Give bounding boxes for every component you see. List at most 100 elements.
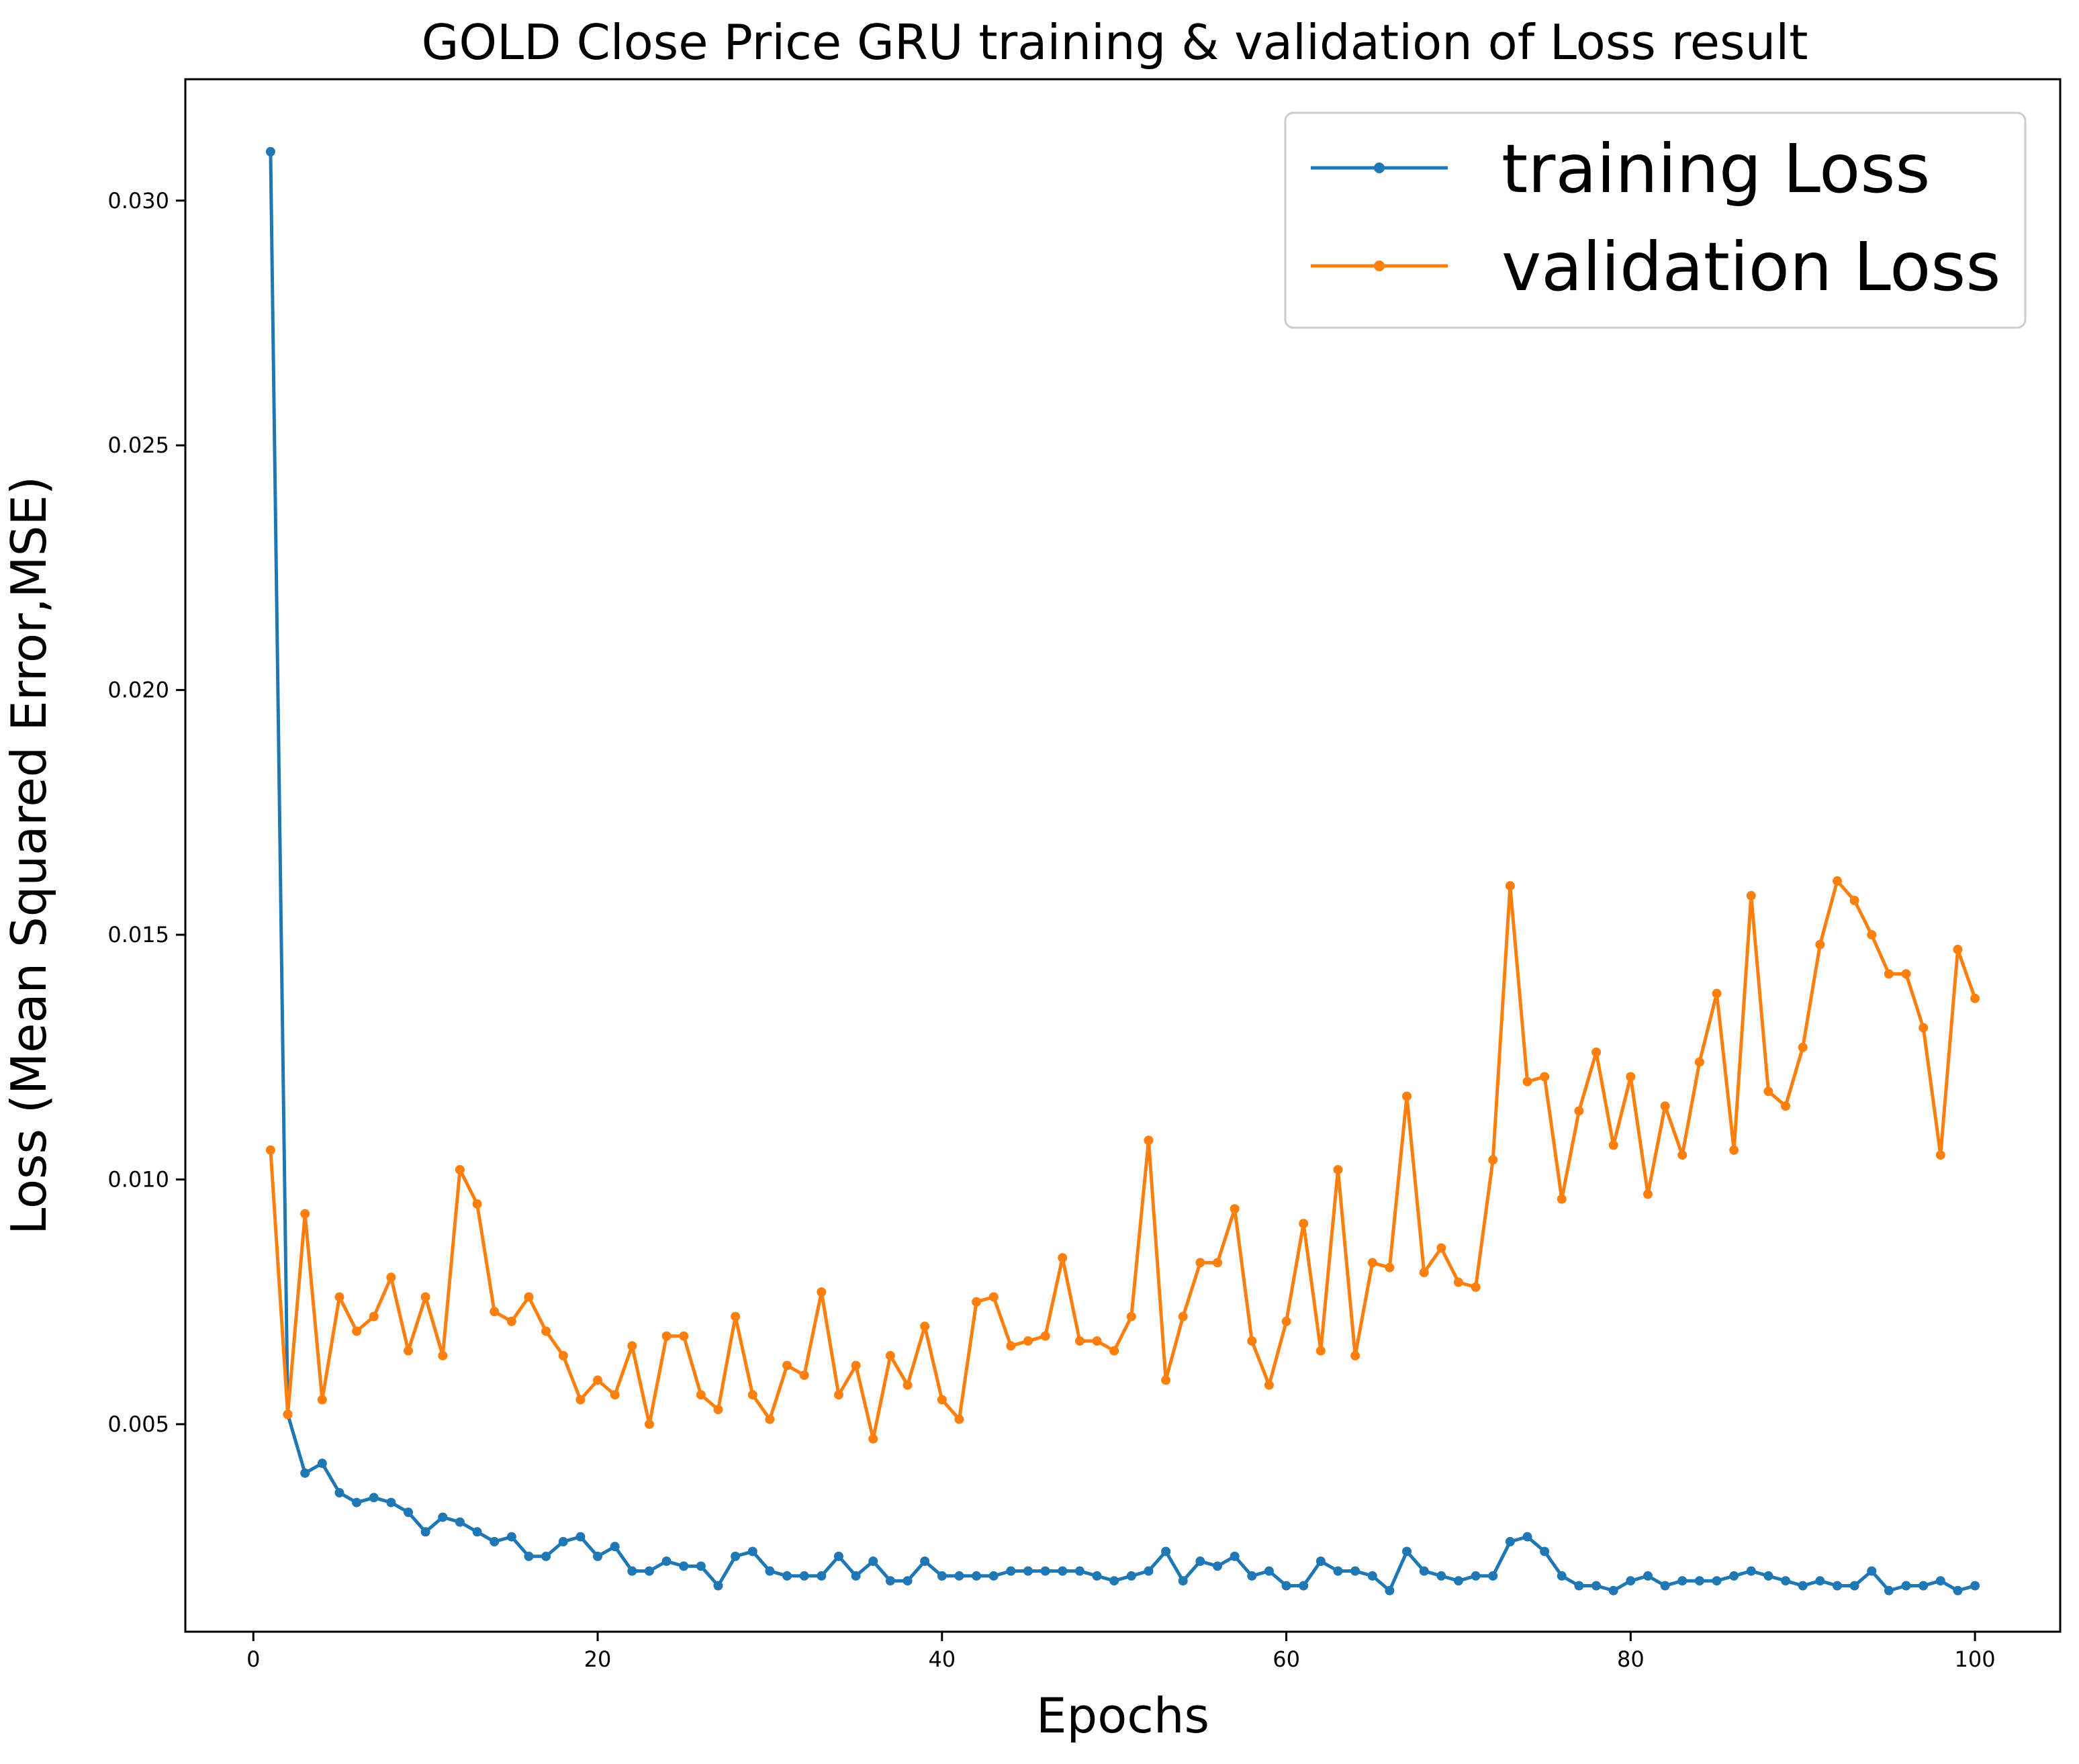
data-point: [524, 1551, 534, 1561]
data-point: [833, 1390, 843, 1400]
data-point: [817, 1287, 827, 1297]
data-point: [541, 1551, 551, 1561]
data-point: [937, 1395, 947, 1405]
data-point: [1178, 1311, 1188, 1321]
data-point: [558, 1350, 568, 1360]
data-point: [593, 1375, 603, 1385]
data-point: [1040, 1331, 1050, 1341]
data-point: [920, 1321, 930, 1332]
data-point: [1471, 1571, 1481, 1581]
y-tick-label: 0.020: [107, 678, 169, 703]
data-point: [455, 1517, 465, 1527]
data-point: [1402, 1091, 1412, 1101]
data-point: [1453, 1576, 1463, 1586]
data-point: [661, 1557, 672, 1567]
data-point: [1953, 1585, 1963, 1595]
data-point: [610, 1390, 620, 1400]
data-point: [937, 1571, 947, 1581]
data-point: [1970, 993, 1980, 1003]
data-point: [334, 1488, 344, 1497]
data-point: [1953, 944, 1963, 954]
data-point: [283, 1409, 293, 1420]
data-point: [1591, 1581, 1602, 1591]
data-point: [455, 1164, 465, 1174]
data-point: [1436, 1571, 1446, 1581]
data-point: [747, 1390, 757, 1400]
data-point: [265, 146, 275, 156]
data-point: [644, 1419, 654, 1429]
data-point: [386, 1497, 396, 1507]
y-tick-label: 0.015: [107, 922, 169, 947]
data-point: [1161, 1375, 1171, 1385]
data-point: [1109, 1346, 1119, 1356]
plot-area: [265, 146, 1980, 1595]
data-point: [1798, 1581, 1808, 1591]
data-point: [920, 1557, 930, 1567]
data-point: [1935, 1576, 1945, 1586]
data-point: [300, 1468, 310, 1478]
data-point: [696, 1390, 706, 1400]
data-point: [1367, 1258, 1377, 1268]
data-point: [1419, 1566, 1429, 1576]
data-point: [644, 1566, 654, 1576]
data-point: [1867, 930, 1877, 940]
data-point: [524, 1292, 534, 1302]
data-point: [627, 1341, 637, 1351]
data-point: [1281, 1581, 1291, 1591]
data-point: [1935, 1150, 1945, 1160]
data-point: [558, 1536, 568, 1546]
data-point: [1522, 1076, 1532, 1086]
data-point: [1092, 1336, 1102, 1346]
data-point: [420, 1292, 430, 1302]
data-point: [747, 1546, 757, 1557]
data-point: [404, 1507, 414, 1518]
data-point: [782, 1360, 792, 1371]
data-point: [1694, 1057, 1704, 1067]
data-point: [903, 1576, 913, 1586]
data-point: [1729, 1571, 1739, 1581]
y-tick-label: 0.025: [107, 432, 169, 458]
data-point: [265, 1145, 275, 1155]
data-point: [1385, 1585, 1395, 1595]
data-point: [1884, 1585, 1894, 1595]
data-point: [1540, 1072, 1550, 1082]
data-point: [300, 1209, 310, 1219]
data-point: [1746, 1566, 1756, 1576]
data-point: [1230, 1551, 1240, 1561]
data-point: [954, 1571, 964, 1581]
data-point: [490, 1307, 500, 1317]
data-point: [1315, 1557, 1326, 1567]
axes-frame: [184, 78, 2062, 1633]
data-point: [851, 1571, 861, 1581]
data-point: [420, 1527, 430, 1537]
data-point: [593, 1551, 603, 1561]
data-point: [1901, 1581, 1911, 1591]
data-point: [1436, 1243, 1446, 1253]
data-point: [1161, 1546, 1171, 1557]
legend-validation-marker: [1374, 261, 1385, 271]
x-tick-label: 100: [1955, 1646, 1996, 1672]
data-point: [1781, 1576, 1791, 1586]
data-point: [1247, 1336, 1257, 1346]
data-point: [1058, 1253, 1068, 1263]
data-point: [1626, 1072, 1636, 1082]
legend-validation-label: validation Loss: [1502, 228, 2000, 306]
legend-training-marker: [1374, 163, 1385, 173]
data-point: [885, 1576, 895, 1586]
data-point: [1074, 1566, 1084, 1576]
legend: training Loss validation Loss: [1284, 111, 2027, 329]
data-point: [731, 1311, 741, 1321]
data-point: [1626, 1576, 1636, 1586]
data-point: [1264, 1380, 1274, 1390]
data-point: [1901, 969, 1911, 979]
data-point: [1488, 1155, 1498, 1165]
data-point: [1832, 876, 1842, 886]
data-point: [1505, 881, 1515, 891]
data-point: [1591, 1048, 1602, 1058]
data-point: [1867, 1566, 1877, 1576]
data-point: [1970, 1581, 1980, 1591]
x-tick-label: 80: [1617, 1646, 1645, 1672]
data-point: [317, 1458, 327, 1469]
data-point: [817, 1571, 827, 1581]
data-point: [1350, 1566, 1360, 1576]
